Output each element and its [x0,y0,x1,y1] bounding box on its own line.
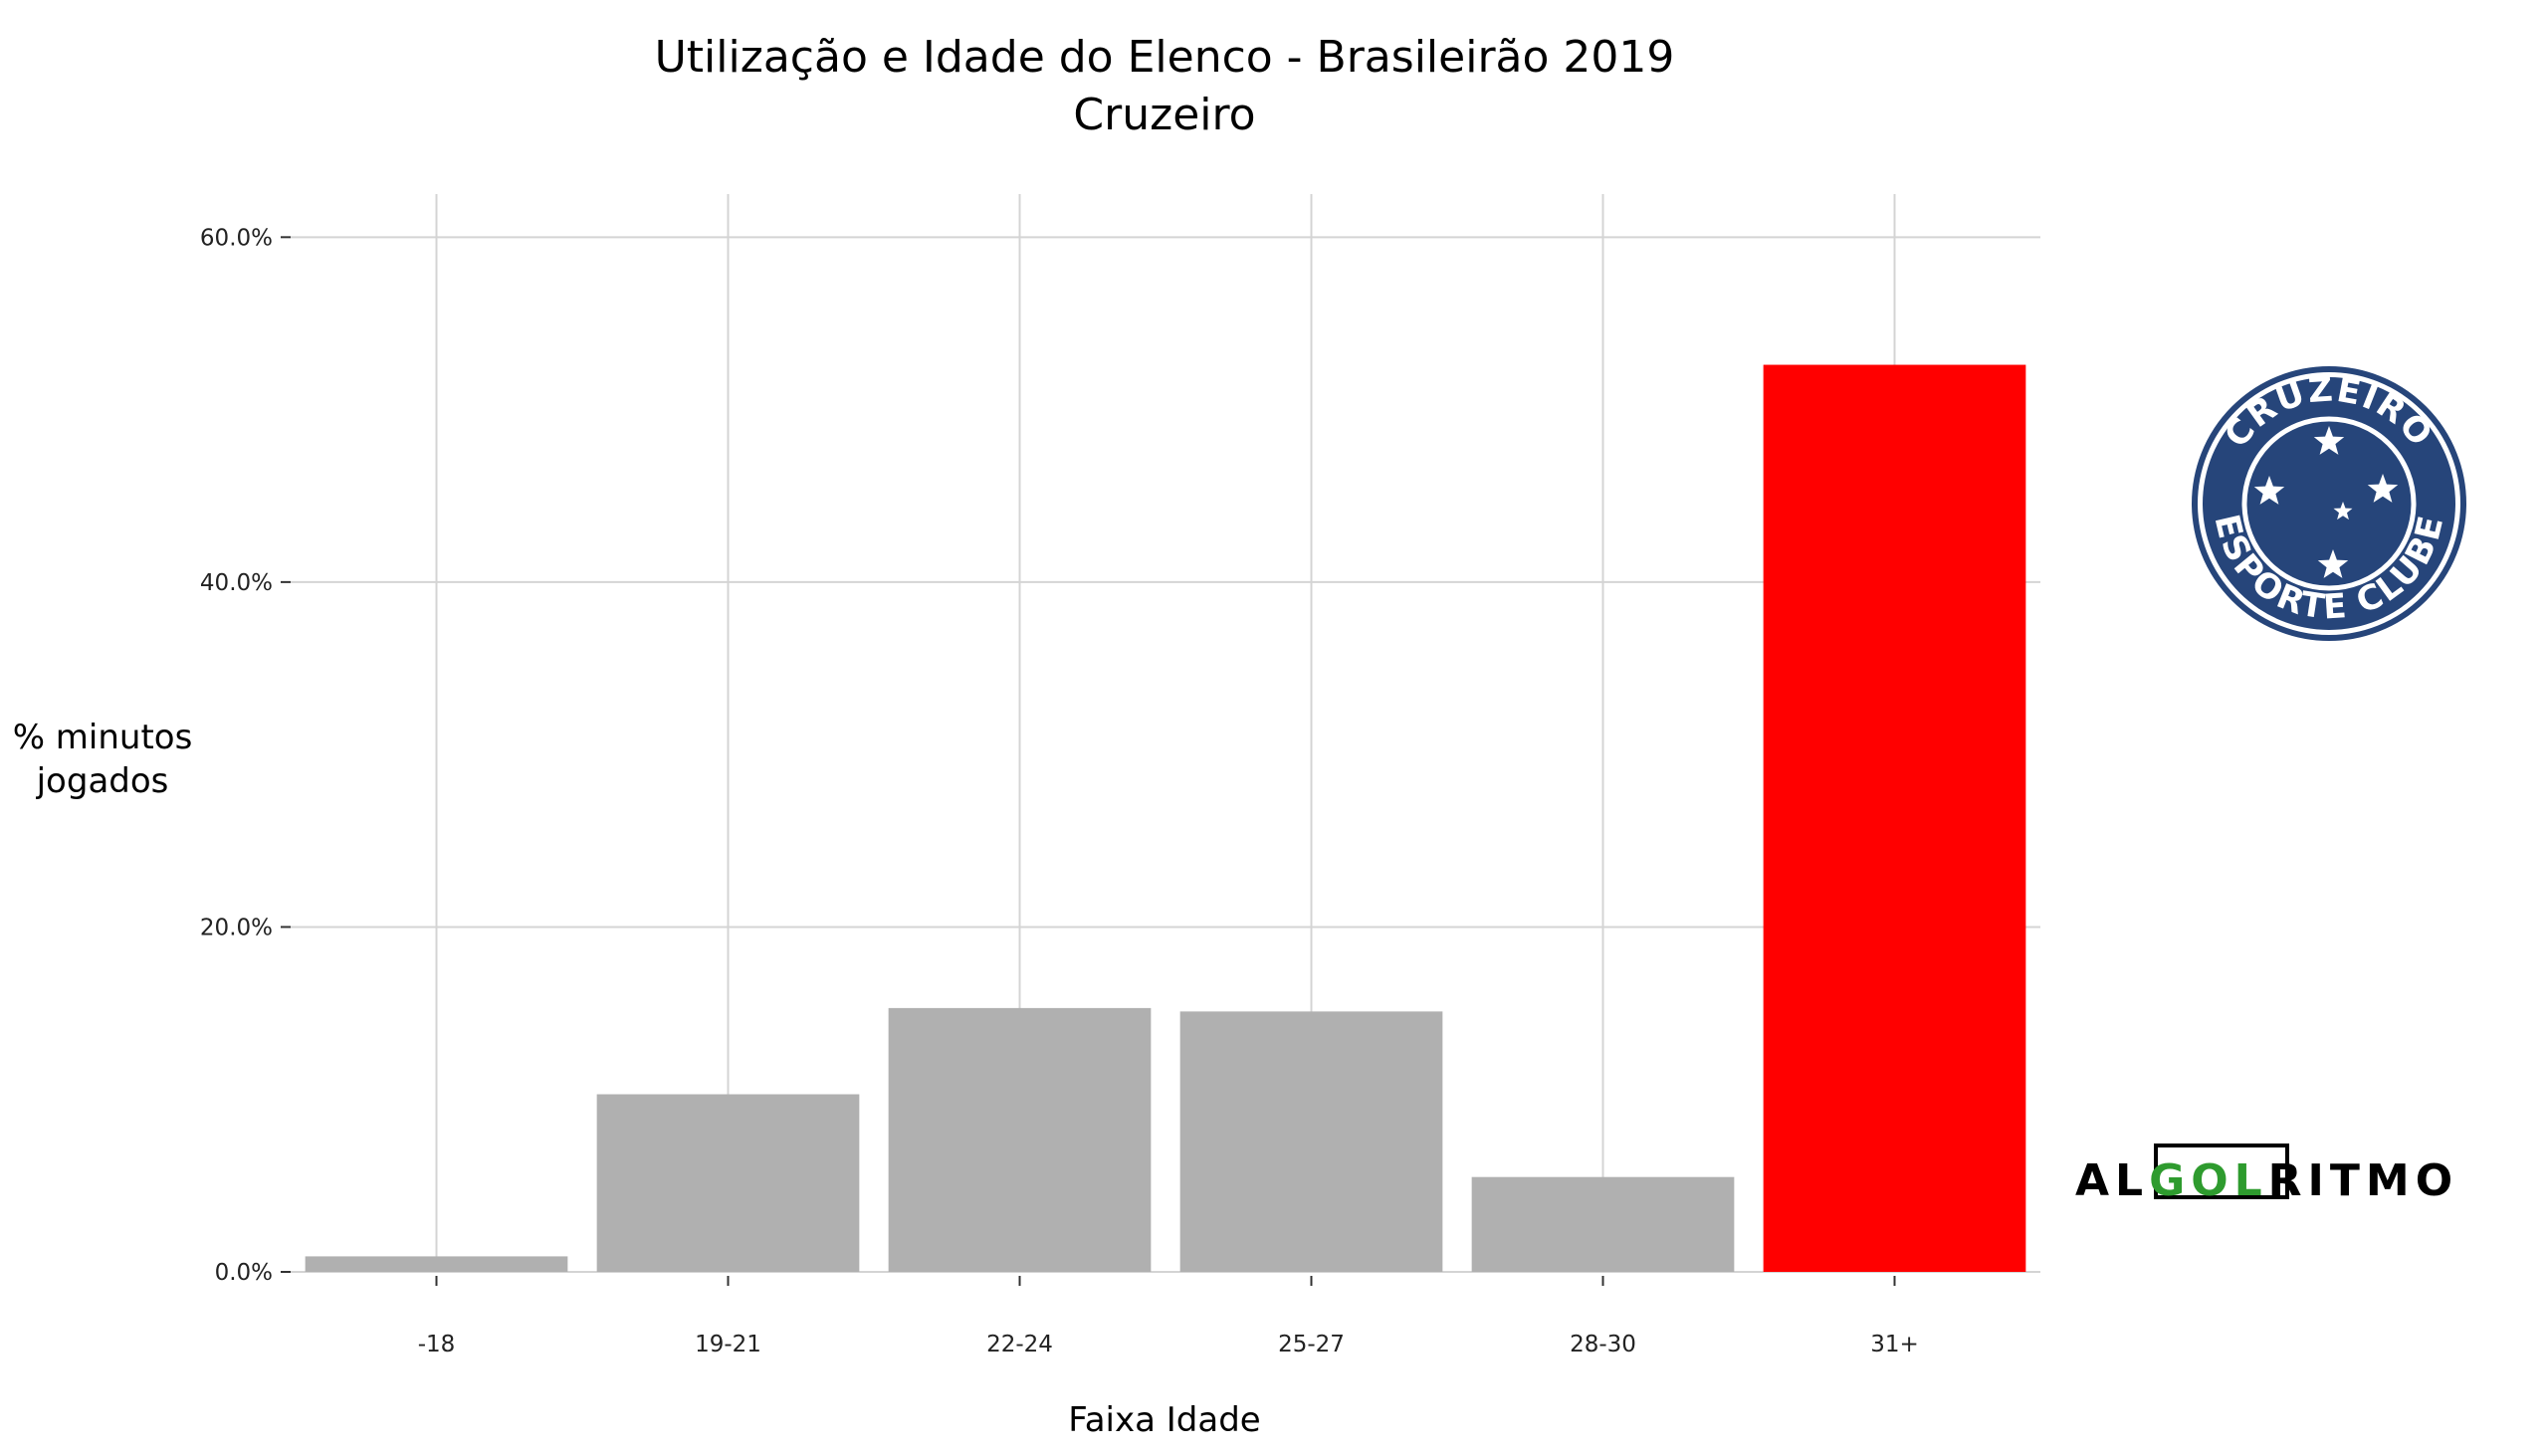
bar-19-21 [596,1094,860,1272]
crest-stars [2253,426,2399,578]
chart-title: Utilização e Idade do Elenco - Brasileir… [655,32,1675,83]
bars [305,364,2026,1272]
bar-28-30 [1471,1176,1735,1272]
crest-star-icon [2333,502,2353,520]
logo-text-highlight: GOL [2149,1155,2268,1206]
crest-star-icon [2313,426,2345,455]
svg-text:ALGOLRITMO: ALGOLRITMO [2075,1155,2458,1206]
chart-subtitle: Cruzeiro [1073,90,1255,140]
y-axis-title-line-2: jogados [36,761,169,801]
crest-star-icon [2253,476,2285,505]
tick-labels: 0.0% 20.0% 40.0% 60.0% -18 19-21 22-24 25-27 28-… [200,225,1919,1357]
y-tick-label: 40.0% [200,570,273,596]
x-tick-label: 25-27 [1278,1332,1345,1357]
x-tick-label: 28-30 [1570,1332,1636,1357]
algolritmo-logo: ALGOLRITMO [2075,1144,2458,1206]
x-tick-label: 19-21 [695,1332,761,1357]
cruzeiro-crest-icon: CRUZEIRO ESPORTE CLUBE [2192,366,2466,641]
y-tick-label: 20.0% [200,915,273,940]
logo-text-right: RITMO [2268,1155,2458,1206]
logo-text-left: AL [2075,1155,2149,1206]
y-tick-label: 0.0% [215,1260,273,1286]
x-tick-label: 22-24 [986,1332,1053,1357]
bar--18 [305,1256,568,1272]
x-axis-title: Faixa Idade [1068,1400,1260,1440]
crest-star-icon [2317,549,2349,578]
bar-31+ [1763,364,2026,1272]
bar-25-27 [1179,1011,1443,1272]
crest-star-icon [2367,474,2399,503]
y-tick-label: 60.0% [200,225,273,251]
logo-goal-frame [2154,1144,2289,1199]
x-tick-label: -18 [418,1332,456,1357]
bar-22-24 [888,1007,1152,1272]
x-tick-label: 31+ [1870,1332,1919,1357]
y-axis-title-line-1: % minutos [13,718,193,757]
